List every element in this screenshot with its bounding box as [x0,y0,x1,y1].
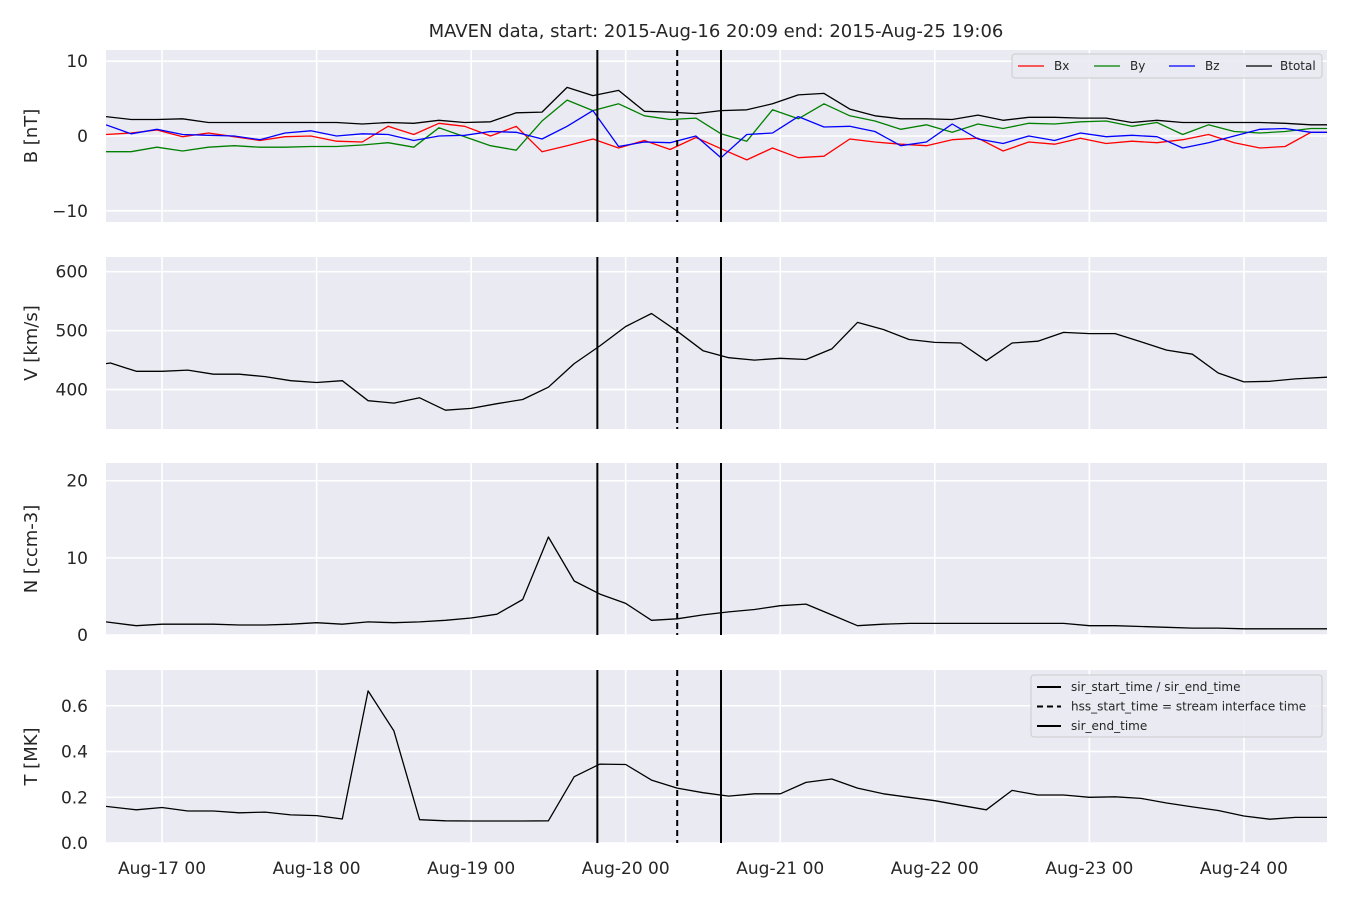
y-tick-label: 0 [77,127,88,147]
y-tick-label: −10 [52,202,88,222]
y-axis-label: N [ccm-3] [21,505,42,594]
series-line [106,690,1327,822]
chart-title: MAVEN data, start: 2015-Aug-16 20:09 end… [429,21,1004,42]
y-tick-label: 600 [56,263,88,283]
legend-label: Bz [1205,59,1220,73]
y-axis-label: V [km/s] [21,305,42,380]
legend-events: sir_start_time / sir_end_time hss_start_t… [1030,674,1323,738]
y-tick-label: 0.0 [61,834,88,854]
series-line [106,312,1327,411]
panels: −10 0 10 B [nT] Bx By Bz Btotal 400 500 600 V [km/s… [21,50,1327,879]
series-group [106,690,1327,822]
panel-1: −10 0 10 B [nT] Bx By Bz Btotal [21,50,1327,222]
y-axis-label: T [MK] [21,727,42,786]
legend-label: sir_end_time [1071,719,1147,733]
legend-b: Bx By Bz Btotal [1011,53,1323,79]
y-axis-label: B [nT] [21,109,42,164]
legend-label: By [1130,59,1145,73]
panel-2: 400 500 600 V [km/s] [21,257,1327,429]
x-tick-label: Aug-17 00 [118,859,206,879]
y-tick-label: 500 [56,322,88,342]
panel-background [106,257,1327,429]
legend-label: Bx [1054,59,1069,73]
panel-background [106,463,1327,635]
legend-label: hss_start_time = stream interface time [1071,700,1306,714]
x-tick-label: Aug-24 00 [1200,859,1288,879]
y-tick-label: 10 [66,549,88,569]
y-tick-label: 0 [77,626,88,646]
panel-4: Aug-17 00 Aug-18 00 Aug-19 00 Aug-20 00 Aug-… [21,670,1327,879]
x-tick-label: Aug-22 00 [891,859,979,879]
y-tick-label: 20 [66,472,88,492]
y-tick-label: 400 [56,381,88,401]
legend-frame [1030,674,1323,738]
x-tick-label: Aug-21 00 [736,859,824,879]
x-tick-label: Aug-18 00 [273,859,361,879]
x-tick-label: Aug-19 00 [427,859,515,879]
y-tick-label: 0.2 [61,788,88,808]
y-tick-label: 0.6 [61,697,88,717]
series-group [106,312,1327,411]
legend-frame [1011,53,1323,79]
series-line [106,536,1327,630]
x-tick-label: Aug-20 00 [582,859,670,879]
y-tick-label: 10 [66,52,88,72]
legend-label: Btotal [1280,59,1316,73]
panel-3: 0 10 20 N [ccm-3] [21,463,1327,646]
legend-label: sir_start_time / sir_end_time [1071,680,1241,694]
y-tick-label: 0.4 [61,743,88,763]
x-tick-label: Aug-23 00 [1045,859,1133,879]
series-group [106,536,1327,630]
